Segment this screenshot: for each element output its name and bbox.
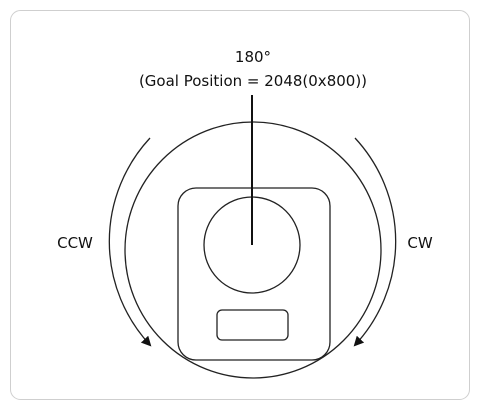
card bbox=[10, 10, 470, 400]
ccw-label: CCW bbox=[57, 234, 93, 252]
ccw-arrow bbox=[108, 137, 152, 347]
cw-arrow bbox=[353, 137, 397, 347]
goal-label: (Goal Position = 2048(0x800)) bbox=[139, 72, 367, 90]
angle-label: 180° bbox=[235, 48, 271, 66]
cw-label: CW bbox=[407, 234, 432, 252]
connector bbox=[216, 309, 289, 341]
servo-body bbox=[177, 187, 331, 361]
